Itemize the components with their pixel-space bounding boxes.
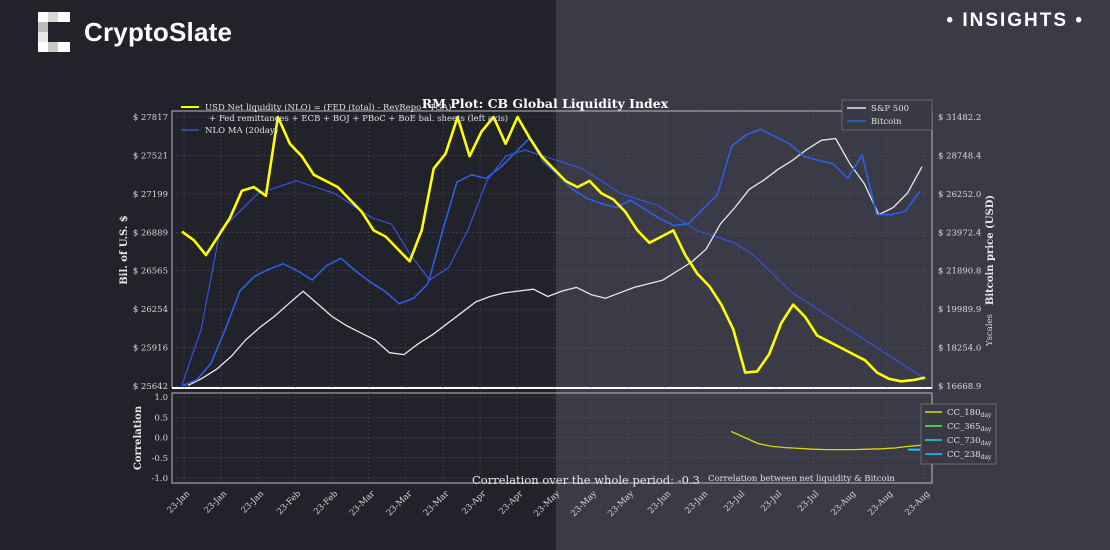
brand-logo: CryptoSlate — [38, 12, 232, 52]
left-axis-tick-label: $ 27817 — [133, 113, 168, 123]
left-axis-tick-label: $ 25916 — [133, 344, 168, 354]
left-axis-label: Bil. of U.S. $ — [119, 215, 130, 285]
x-axis-tick-label: 23-Jan — [166, 489, 193, 516]
main-chart-title: RM Plot: CB Global Liquidity Index — [422, 96, 669, 111]
correlation-grid — [172, 393, 932, 483]
main-plot-frame — [171, 110, 933, 389]
correlation-whole-period-annotation: Correlation over the whole period: -0.3 — [472, 473, 700, 487]
cc180-line — [730, 430, 923, 451]
left-axis-tick-label: $ 27521 — [133, 151, 168, 161]
main-grid — [172, 111, 932, 388]
cryptoslate-logo-icon — [38, 12, 70, 52]
right-axis-tick-label: $ 19989.9 — [938, 305, 981, 315]
x-axis-tick-label: 23-Mar — [422, 488, 452, 518]
nlo-line — [181, 115, 926, 383]
legend-nlo-ma-label: NLO MA (20day) — [205, 125, 278, 136]
correlation-tick-label: -0.5 — [152, 454, 168, 464]
right-shade-panel — [556, 0, 1110, 550]
x-axis-tick-label: 23-May — [606, 489, 636, 519]
correlation-legend-label: CC_730day — [947, 436, 992, 447]
x-axis-tick-label: 23-Jun — [683, 489, 710, 516]
correlation-tick-label: 0.5 — [154, 413, 168, 423]
correlation-series-lines — [730, 430, 923, 451]
right-axis-ticks: $ 31482.2 $ 28748.4 $ 26252.0 $ 23972.4 $ 21… — [938, 113, 981, 392]
x-axis-tick-label: 23-Apr — [460, 488, 488, 516]
correlation-tick-label: 1.0 — [154, 393, 168, 403]
right-axis-tick-label: $ 23972.4 — [938, 228, 981, 238]
right-axis-tick-label: $ 18254.0 — [938, 344, 981, 354]
left-axis-tick-label: $ 26889 — [133, 228, 168, 238]
left-axis-tick-label: $ 25642 — [133, 382, 168, 392]
right-axis-tick-label: $ 16668.9 — [938, 382, 981, 392]
x-axis-tick-label: 23-Apr — [497, 488, 525, 516]
brand-name: CryptoSlate — [84, 16, 233, 47]
x-axis-tick-label: 23-Mar — [348, 488, 378, 518]
legend-sp500-label: S&P 500 — [871, 104, 909, 114]
x-axis-tick-label: 23-Aug — [866, 489, 895, 518]
x-axis-tick-label: 23-Mar — [385, 488, 415, 518]
correlation-plot-frame — [171, 392, 933, 484]
correlation-legend-label: CC_365day — [947, 422, 992, 433]
correlation-legend: CC_180day CC_365day CC_730day CC_238day — [920, 403, 997, 465]
sp500-line — [187, 137, 923, 386]
bitcoin-line — [181, 128, 921, 387]
left-axis-ticks: $ 27817 $ 27521 $ 27199 $ 26889 $ 26565 $ 262… — [133, 113, 168, 392]
left-shade-panel — [0, 0, 556, 550]
x-axis-tick-label: 23-Aug — [903, 489, 932, 518]
left-axis-tick-label: $ 26565 — [133, 267, 168, 277]
correlation-tick-label: -1.0 — [152, 474, 168, 484]
left-legend: USD Net liquidity (NLO) = (FED (total) -… — [181, 102, 508, 136]
x-axis-tick-label: 23-Aug — [829, 489, 858, 518]
insights-label: • INSIGHTS • — [946, 10, 1084, 31]
x-axis-tick-label: 23-May — [569, 489, 599, 519]
legend-bitcoin-label: Bitcoin — [871, 117, 902, 127]
right-legend: S&P 500 Bitcoin — [841, 99, 933, 131]
legend-nlo-label: USD Net liquidity (NLO) = (FED (total) -… — [205, 102, 451, 113]
right-axis-tick-label: $ 31482.2 — [938, 113, 981, 123]
right-axis-label: Bitcoin price (USD) — [985, 195, 996, 305]
correlation-legend-label: CC_180day — [947, 408, 992, 419]
correlation-legend-label: CC_238day — [947, 450, 992, 461]
x-axis-tick-label: 23-Feb — [275, 489, 303, 517]
x-axis-tick-label: 23-Jan — [203, 489, 230, 516]
right-axis-secondary-label: Yscales — [985, 314, 995, 347]
x-axis-tick-label: 23-Jul — [796, 489, 821, 514]
main-series-lines — [181, 115, 926, 387]
x-axis-tick-label: 23-Feb — [312, 489, 340, 517]
x-axis-tick-label: 23-May — [532, 489, 562, 519]
x-axis-tick-label: 23-Jul — [759, 489, 784, 514]
right-axis-tick-label: $ 21890.8 — [938, 267, 981, 277]
correlation-tick-label: 0.0 — [154, 434, 168, 444]
correlation-description-annotation: Correlation between net liquidity & Bitc… — [708, 474, 895, 484]
x-axis-tick-label: 23-Jul — [722, 489, 747, 514]
left-axis-tick-label: $ 27199 — [133, 190, 168, 200]
right-axis-tick-label: $ 26252.0 — [938, 190, 981, 200]
x-axis-tick-label: 23-Jan — [240, 489, 267, 516]
right-legend-box — [841, 99, 933, 131]
x-axis-ticks: 23-Jan 23-Jan 23-Jan 23-Feb 23-Feb 23-Mar 23-M… — [166, 488, 933, 519]
nlo-ma-line — [181, 149, 926, 386]
x-axis-tick-label: 23-Jun — [646, 489, 673, 516]
right-axis-tick-label: $ 28748.4 — [938, 151, 981, 161]
correlation-axis-ticks: 1.0 0.5 0.0 -0.5 -1.0 — [152, 393, 168, 484]
section-label: INSIGHTS — [962, 10, 1069, 31]
legend-nlo-label-line2: + Fed remittances + ECB + BOJ + PBoC + B… — [209, 113, 508, 124]
left-axis-tick-label: $ 26254 — [133, 305, 168, 315]
correlation-axis-label: Correlation — [133, 405, 144, 470]
